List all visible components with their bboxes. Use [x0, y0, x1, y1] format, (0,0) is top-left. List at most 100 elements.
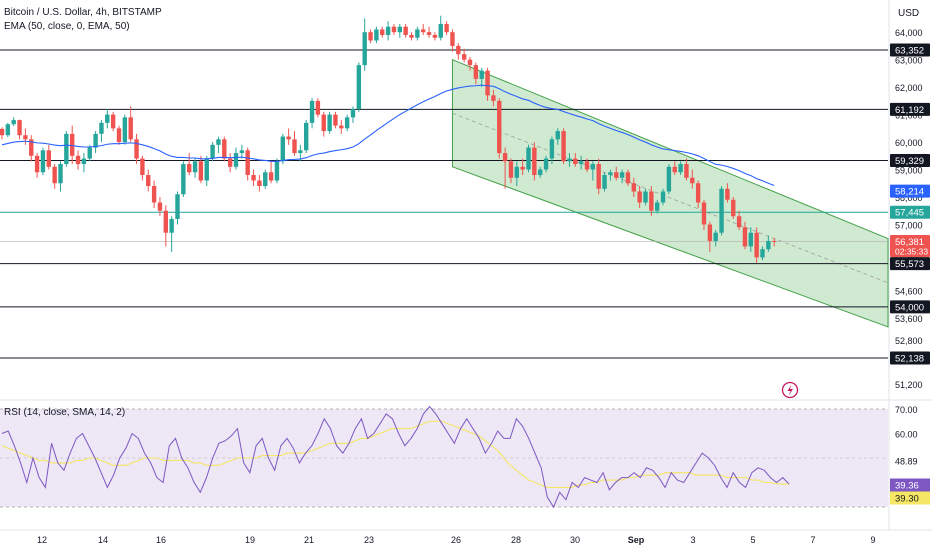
candle-body: [479, 70, 484, 79]
candle-body: [251, 175, 256, 181]
currency-label[interactable]: USD: [898, 8, 920, 19]
candle-body: [163, 210, 168, 233]
candle-body: [105, 114, 110, 123]
candle-body: [660, 191, 666, 203]
candle-body: [321, 114, 326, 132]
rsi-line: [1, 405, 790, 509]
time-tick: 23: [364, 535, 374, 545]
candle-body: [584, 161, 590, 170]
time-tick: 21: [304, 535, 314, 545]
price-badge: [890, 351, 930, 365]
candle-body: [736, 216, 742, 228]
candle-body: [608, 172, 613, 176]
candle-body: [87, 147, 92, 159]
time-axis[interactable]: 12 14 16 19 21 23 26 28 30 Sep 3 5 7 9: [0, 529, 932, 545]
candle-body: [187, 164, 192, 173]
candle-body: [713, 232, 718, 241]
candle-body: [491, 95, 496, 101]
price-badge: [890, 205, 930, 219]
time-tick: 7: [810, 535, 815, 545]
candle-body: [526, 147, 531, 170]
rsi-sma-line: [1, 420, 789, 488]
candle-body: [268, 172, 274, 181]
candle-body: [58, 164, 63, 184]
candle-body: [520, 166, 525, 170]
candle-body: [532, 147, 537, 176]
candle-body: [461, 54, 467, 60]
candle-body: [175, 194, 180, 219]
price-tick: 59,000: [895, 166, 923, 176]
price-tick: 57,000: [895, 220, 923, 230]
candle-body: [239, 150, 245, 154]
candle-body: [497, 100, 502, 154]
candle-body: [17, 120, 22, 136]
candle-body: [192, 161, 198, 173]
candle-body: [619, 172, 625, 178]
price-badge-label: 52,138: [895, 354, 924, 365]
rsi-tick: 60.00: [895, 430, 918, 440]
candle-body: [93, 133, 98, 148]
candle-body: [514, 166, 519, 178]
ema-legend: EMA (50, close, 0, EMA, 50): [4, 21, 130, 32]
price-tick: 53,600: [895, 314, 923, 324]
candle-body: [286, 136, 291, 140]
candle-body: [397, 26, 402, 33]
time-tick: 12: [37, 535, 47, 545]
candle-body: [631, 183, 636, 192]
time-tick: Sep: [628, 535, 645, 545]
candle-body: [374, 29, 379, 41]
candle-body: [561, 131, 566, 162]
price-tick: 54,600: [895, 286, 923, 296]
candle-body: [678, 164, 683, 173]
price-tick: 64,000: [895, 28, 923, 38]
candle-body: [555, 131, 560, 140]
price-tick: 62,000: [895, 83, 923, 93]
candle-body: [116, 128, 122, 143]
candle-body: [169, 218, 174, 233]
price-badges: 63,352 61,192 59,329 58,214 57,445 56,38102:3…: [890, 43, 930, 365]
candle-body: [368, 32, 373, 41]
candle-body: [538, 169, 543, 176]
candle-body: [415, 29, 420, 38]
candle-body: [52, 166, 57, 184]
price-badge-label: 54,000: [895, 302, 924, 313]
price-badge: [890, 43, 930, 57]
candle-body: [438, 23, 443, 38]
candle-body: [344, 117, 350, 129]
candle-body: [257, 180, 262, 187]
candle-body: [23, 135, 28, 140]
candle-body: [339, 125, 344, 129]
candle-body: [75, 155, 81, 165]
lightning-icon[interactable]: [781, 381, 799, 399]
candle-body: [46, 150, 51, 167]
ema-line: [1, 84, 775, 186]
candle-body: [549, 139, 555, 159]
candle-body: [742, 227, 748, 247]
candle-body: [643, 191, 648, 203]
candle-body: [707, 224, 713, 241]
main-price-pane[interactable]: [0, 15, 889, 359]
price-badge: [890, 184, 930, 198]
time-tick: 14: [98, 535, 108, 545]
candle-body: [590, 164, 596, 170]
rsi-legend: RSI (14, close, SMA, 14, 2): [4, 407, 126, 418]
rsi-tick: 70.00: [895, 405, 918, 415]
candle-body: [350, 109, 356, 118]
candle-body: [602, 175, 607, 189]
candle-body: [655, 202, 660, 211]
candle-body: [754, 232, 759, 258]
candle-body: [649, 191, 654, 211]
candle-body: [122, 117, 128, 143]
price-tick: 58,000: [895, 193, 923, 203]
candle-body: [614, 172, 619, 178]
candle-body: [695, 183, 701, 203]
price-badge: [890, 234, 930, 257]
price-badge: [890, 300, 930, 314]
candle-body: [110, 114, 116, 129]
candle-body: [222, 139, 227, 159]
candle-body: [432, 34, 438, 38]
rsi-badge: [890, 491, 930, 505]
candle-body: [11, 120, 16, 125]
